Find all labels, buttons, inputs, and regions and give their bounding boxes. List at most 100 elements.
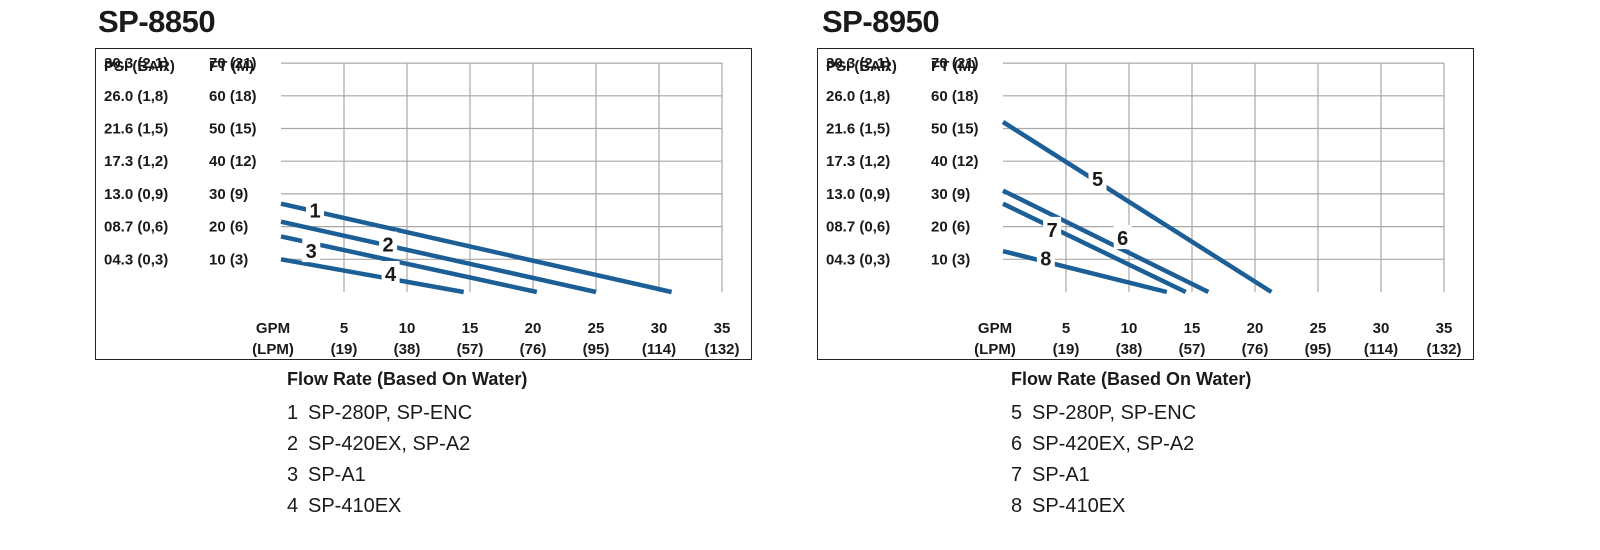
series-label-bg [1036, 245, 1055, 270]
legend-item: 1 SP-280P, SP-ENC [287, 398, 472, 429]
x-tick-gpm-label: 10 [399, 320, 416, 337]
legend-text: SP-420EX, SP-A2 [1032, 433, 1195, 455]
legend: 5 SP-280P, SP-ENC 6 SP-420EX, SP-A2 7 SP-A1… [1011, 398, 1196, 522]
x-tick-gpm-label: 20 [1247, 320, 1264, 337]
legend-number: 4 [287, 495, 299, 517]
x-tick-gpm-label: 15 [1184, 320, 1201, 337]
legend-item: 8 SP-410EX [1011, 491, 1196, 522]
x-tick-gpm-label: 25 [588, 320, 605, 337]
x-axis-caption: Flow Rate (Based On Water) [287, 369, 528, 389]
series-label-1: 1 [309, 200, 320, 222]
chart-svg: PSI (BAR) FT (M) 30.3 (2,1) 70 (21) 26.0 (1,… [826, 55, 1462, 358]
y-tick-psi-label: 04.3 (0,3) [826, 251, 890, 268]
y-axis-ft-header: FT (M) [209, 58, 254, 75]
y-tick-ft-label: 20 (6) [931, 219, 970, 236]
y-tick-psi-label: 08.7 (0,6) [104, 219, 168, 236]
x-tick-gpm-label: 30 [651, 320, 668, 337]
series-line-4 [280, 257, 465, 295]
y-tick-psi-label: 21.6 (1,5) [104, 121, 168, 138]
x-axis-caption: Flow Rate (Based On Water) [1011, 369, 1252, 389]
chart-panel-sp-8950: SP-8950 PSI (BAR) FT (M) 30.3 (2,1) 70 (21)… [800, 0, 1600, 550]
y-tick-psi-label: 13.0 (0,9) [826, 186, 890, 203]
legend-number: 1 [287, 402, 299, 424]
x-tick-lpm-label: (95) [1305, 341, 1332, 358]
series-label-bg [1113, 225, 1132, 250]
legend-number: 8 [1011, 495, 1023, 517]
y-tick-ft-label: 40 (12) [931, 153, 979, 170]
series-label-bg [302, 238, 321, 263]
x-tick-lpm-label: (76) [520, 341, 547, 358]
legend-number: 7 [1011, 464, 1023, 486]
legend-item: 7 SP-A1 [1011, 460, 1196, 491]
legend-item: 5 SP-280P, SP-ENC [1011, 398, 1196, 429]
series-label-bg [306, 197, 325, 222]
series-label-bg [381, 261, 400, 286]
legend-item: 2 SP-420EX, SP-A2 [287, 429, 472, 460]
y-tick-ft-label: 60 (18) [209, 88, 257, 105]
series-line-5 [1001, 120, 1273, 294]
y-axis-ft-header: FT (M) [931, 58, 976, 75]
x-tick-gpm-label: 20 [525, 320, 542, 337]
x-tick-lpm-label: (57) [457, 341, 484, 358]
legend-text: SP-A1 [308, 464, 366, 486]
series-line-2 [280, 219, 597, 295]
x-tick-lpm-label: (114) [1364, 341, 1398, 358]
x-tick-gpm-label: 25 [1310, 320, 1327, 337]
x-tick-lpm-label: (76) [1242, 341, 1269, 358]
series-label-bg [379, 231, 398, 256]
plot-frame: PSI (BAR) FT (M) 30.3 (2,1) 70 (21) 26.0 (1,… [95, 48, 752, 360]
legend: 1 SP-280P, SP-ENC 2 SP-420EX, SP-A2 3 SP-A1… [287, 398, 472, 522]
series-label-6: 6 [1117, 228, 1128, 250]
y-tick-ft-label: 50 (15) [931, 121, 979, 138]
y-tick-psi-label: 26.0 (1,8) [104, 88, 168, 105]
legend-text: SP-410EX [308, 495, 402, 517]
x-tick-lpm-label: (95) [583, 341, 610, 358]
y-tick-ft-label: 50 (15) [209, 121, 257, 138]
chart-svg: PSI (BAR) FT (M) 30.3 (2,1) 70 (21) 26.0 (1,… [104, 55, 740, 358]
x-axis-gpm-header: GPM [978, 320, 1012, 337]
y-axis-psi-header: PSI (BAR) [104, 58, 175, 75]
y-tick-ft-label: 70 (21) [209, 55, 257, 72]
x-tick-gpm-label: 5 [340, 320, 348, 337]
legend-number: 3 [287, 464, 299, 486]
x-tick-lpm-label: (38) [1116, 341, 1143, 358]
y-tick-psi-label: 21.6 (1,5) [826, 121, 890, 138]
y-tick-ft-label: 30 (9) [931, 186, 970, 203]
x-tick-gpm-label: 35 [714, 320, 731, 337]
legend-text: SP-280P, SP-ENC [1032, 402, 1197, 424]
x-tick-gpm-label: 30 [1373, 320, 1390, 337]
y-tick-ft-label: 30 (9) [209, 186, 248, 203]
y-tick-psi-label: 08.7 (0,6) [826, 219, 890, 236]
series-label-5: 5 [1092, 169, 1103, 191]
x-tick-gpm-label: 15 [462, 320, 479, 337]
y-tick-psi-label: 30.3 (2,1) [826, 55, 890, 72]
x-tick-gpm-label: 35 [1436, 320, 1453, 337]
series-line-1 [280, 201, 673, 295]
legend-item: 4 SP-410EX [287, 491, 472, 522]
legend-text: SP-A1 [1032, 464, 1090, 486]
legend-text: SP-410EX [1032, 495, 1126, 517]
x-tick-lpm-label: (19) [331, 341, 358, 358]
y-tick-psi-label: 13.0 (0,9) [104, 186, 168, 203]
y-tick-psi-label: 17.3 (1,2) [826, 153, 890, 170]
series-label-4: 4 [385, 264, 397, 286]
y-tick-ft-label: 10 (3) [931, 251, 970, 268]
x-tick-lpm-label: (114) [642, 341, 676, 358]
y-tick-psi-label: 30.3 (2,1) [104, 55, 168, 72]
chart-title: SP-8950 [822, 4, 940, 39]
x-tick-gpm-label: 5 [1062, 320, 1070, 337]
series-label-bg [1043, 216, 1062, 241]
x-tick-lpm-label: (132) [704, 341, 739, 358]
y-tick-ft-label: 60 (18) [931, 88, 979, 105]
y-tick-ft-label: 40 (12) [209, 153, 257, 170]
legend-number: 2 [287, 433, 299, 455]
series-label-8: 8 [1040, 249, 1051, 271]
legend-item: 6 SP-420EX, SP-A2 [1011, 429, 1196, 460]
series-label-bg [1088, 166, 1107, 191]
chart-title: SP-8850 [98, 4, 216, 39]
x-tick-gpm-label: 10 [1121, 320, 1138, 337]
chart-panel-sp-8850: SP-8850 PSI (BAR) FT (M) 30.3 (2,1) 70 (21)… [95, 4, 752, 522]
legend-number: 6 [1011, 433, 1023, 455]
x-tick-lpm-label: (57) [1179, 341, 1206, 358]
x-axis-gpm-header: GPM [256, 320, 290, 337]
